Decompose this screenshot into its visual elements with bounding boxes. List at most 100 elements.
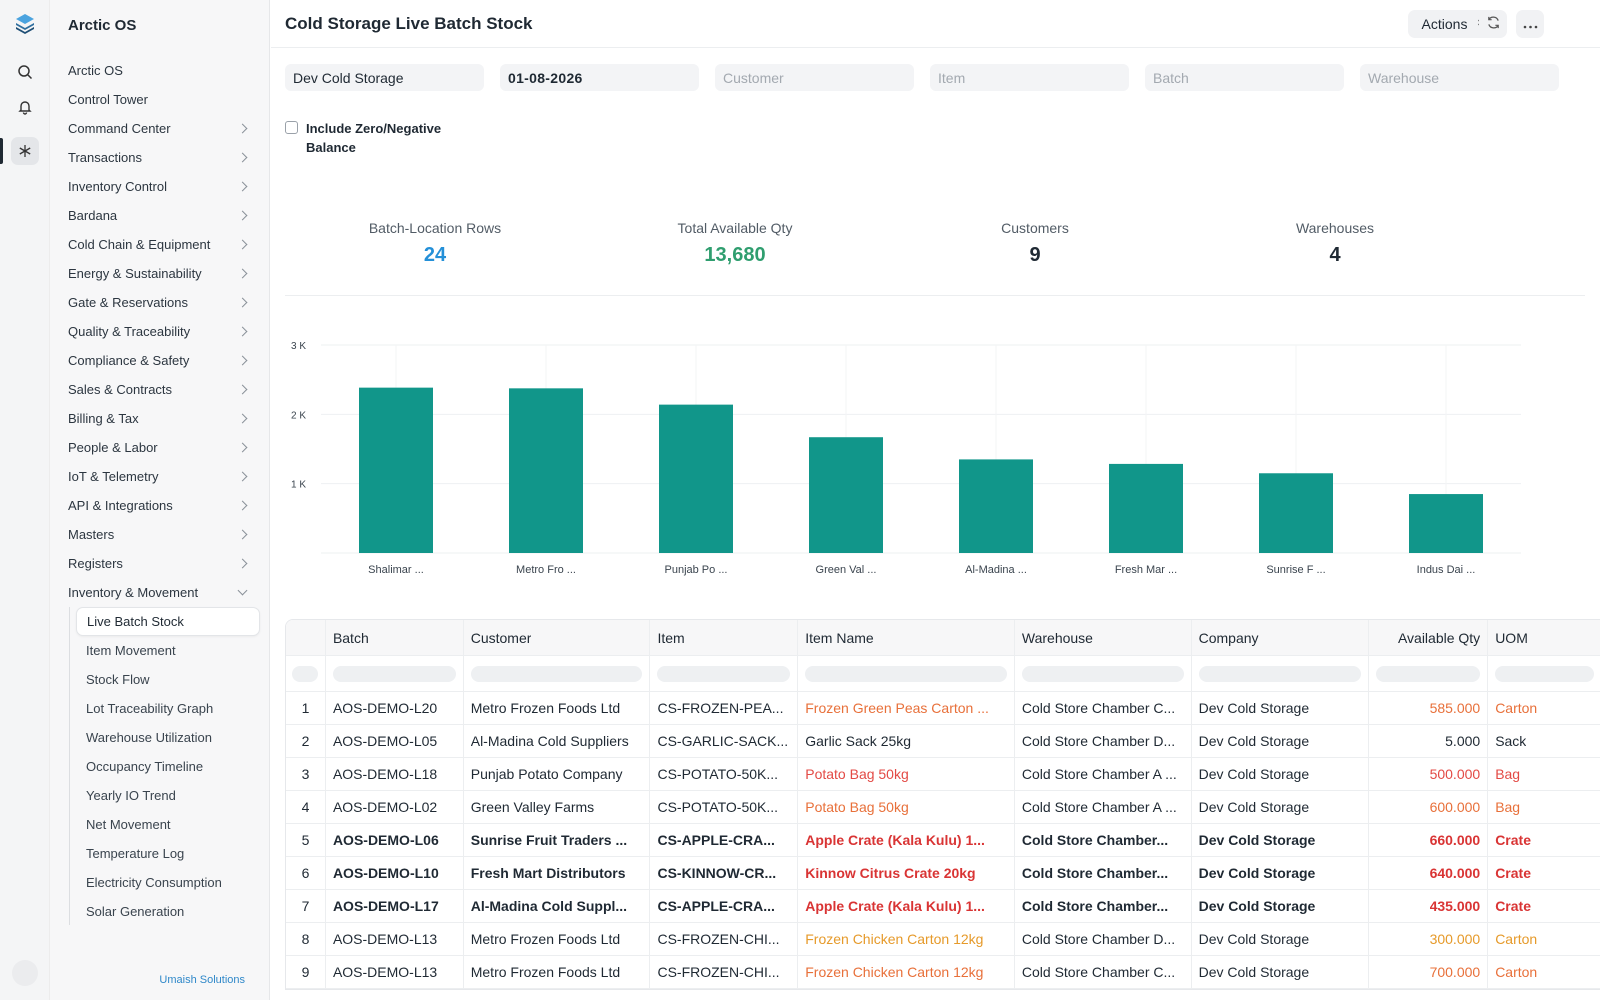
column-header[interactable]: Company [1192, 620, 1370, 655]
sidebar-item[interactable]: Cold Chain & Equipment [50, 230, 270, 259]
column-header[interactable]: Item [650, 620, 799, 655]
sidebar-item[interactable]: Transactions [50, 143, 270, 172]
column-header[interactable]: Batch [326, 620, 464, 655]
sidebar-item[interactable]: Quality & Traceability [50, 317, 270, 346]
x-tick-label: Shalimar ... [368, 564, 424, 576]
sidebar-item[interactable]: Compliance & Safety [50, 346, 270, 375]
table-cell-customer: Al-Madina Cold Suppliers [464, 725, 651, 757]
kpi-card: Warehouses 4 [1185, 200, 1485, 295]
sidebar-item[interactable]: Inventory Control [50, 172, 270, 201]
cell-text: AOS-DEMO-L18 [332, 766, 438, 782]
row-number: 6 [286, 857, 326, 889]
sidebar-item[interactable]: API & Integrations [50, 491, 270, 520]
sidebar-subitem[interactable]: Net Movement [86, 817, 171, 832]
column-header[interactable]: Available Qty [1369, 620, 1489, 655]
table-row[interactable]: 6 AOS-DEMO-L10 Fresh Mart Distributors CS-K… [286, 857, 1600, 890]
sidebar-subitem[interactable]: Live Batch Stock [76, 607, 260, 636]
sidebar-subitem[interactable]: Occupancy Timeline [86, 759, 204, 774]
column-header[interactable]: UOM [1488, 620, 1600, 655]
table-cell-customer: Metro Frozen Foods Ltd [464, 692, 651, 724]
date-filter[interactable]: 01-08-2026 [500, 64, 699, 91]
chevron-right-icon [237, 152, 248, 163]
sidebar-subitem[interactable]: Warehouse Utilization [86, 730, 212, 745]
sidebar-item[interactable]: Bardana [50, 201, 270, 230]
customer-filter[interactable]: Customer [715, 64, 914, 91]
user-avatar[interactable] [12, 960, 38, 986]
sidebar-item[interactable]: Inventory & Movement [50, 578, 270, 607]
table-cell-qty: 640.000 [1369, 857, 1489, 889]
cell-text: Dev Cold Storage [1198, 799, 1310, 815]
table-row[interactable]: 2 AOS-DEMO-L05 Al-Madina Cold Suppliers CS-… [286, 725, 1600, 758]
sidebar-item[interactable]: Command Center [50, 114, 270, 143]
sidebar-item[interactable]: Gate & Reservations [50, 288, 270, 317]
sidebar-item[interactable]: Energy & Sustainability [50, 259, 270, 288]
bell-icon[interactable] [11, 93, 39, 121]
company-filter[interactable]: Dev Cold Storage [285, 64, 484, 91]
row-number: 4 [286, 791, 326, 823]
column-filter-row [286, 656, 1600, 692]
more-options-button[interactable] [1516, 10, 1544, 38]
sidebar-subitem[interactable]: Item Movement [86, 643, 176, 658]
sidebar-item[interactable]: Masters [50, 520, 270, 549]
column-filter-input[interactable] [1021, 665, 1184, 682]
table-row[interactable]: 8 AOS-DEMO-L13 Metro Frozen Foods Ltd CS-FR… [286, 923, 1600, 956]
cell-text: Al-Madina Cold Suppl... [470, 898, 628, 914]
sidebar-item-label: Transactions [68, 150, 142, 165]
sidebar-subitem[interactable]: Electricity Consumption [86, 875, 222, 890]
batch-filter[interactable]: Batch [1145, 64, 1344, 91]
table-row[interactable]: 4 AOS-DEMO-L02 Green Valley Farms CS-POTATO… [286, 791, 1600, 824]
column-header[interactable]: Warehouse [1015, 620, 1192, 655]
table-row[interactable]: 7 AOS-DEMO-L17 Al-Madina Cold Suppl... CS-A… [286, 890, 1600, 923]
sidebar-subitem[interactable]: Lot Traceability Graph [86, 701, 214, 716]
sidebar-item-label: Billing & Tax [68, 411, 139, 426]
footer-brand[interactable]: Umaish Solutions [159, 974, 245, 986]
column-filter-input[interactable] [470, 665, 643, 682]
column-filter-input[interactable] [332, 665, 456, 682]
column-filter-input[interactable] [805, 665, 1007, 682]
cell-text: Green Valley Farms [470, 799, 595, 815]
snowflake-icon[interactable] [11, 137, 39, 165]
column-header-label: Available Qty [1397, 629, 1481, 646]
row-number: 7 [286, 890, 326, 922]
table-row[interactable]: 3 AOS-DEMO-L18 Punjab Potato Company CS-POT… [286, 758, 1600, 791]
sidebar-item[interactable]: People & Labor [50, 433, 270, 462]
column-filter-input[interactable] [292, 665, 319, 682]
sidebar-item[interactable]: Sales & Contracts [50, 375, 270, 404]
kpi-value: 13,680 [704, 244, 766, 266]
sidebar-subitem[interactable]: Temperature Log [86, 846, 185, 861]
chart-bar [359, 387, 433, 553]
item-filter[interactable]: Item [930, 64, 1129, 91]
refresh-button[interactable] [1479, 10, 1507, 38]
table-row[interactable]: 9 AOS-DEMO-L13 Metro Frozen Foods Ltd CS-FR… [286, 956, 1600, 989]
sidebar-item[interactable]: Control Tower [50, 85, 270, 114]
column-filter-input[interactable] [657, 665, 791, 682]
cell-text: Sunrise Fruit Traders ... [470, 832, 628, 848]
sidebar-subitem[interactable]: Yearly IO Trend [86, 788, 176, 803]
sidebar-item[interactable]: Arctic OS [50, 56, 270, 85]
sidebar-subitem[interactable]: Solar Generation [86, 904, 185, 919]
cell-text: CS-APPLE-CRA... [657, 898, 775, 914]
cell-text: 300.000 [1429, 931, 1481, 947]
include-zero-checkbox[interactable] [285, 121, 298, 134]
app-logo-icon[interactable] [11, 10, 39, 38]
sidebar-item[interactable]: Registers [50, 549, 270, 578]
cell-text: Cold Store Chamber C... [1021, 964, 1176, 980]
column-filter-input[interactable] [1376, 665, 1481, 682]
column-filter-input[interactable] [1495, 665, 1595, 682]
search-icon[interactable] [11, 58, 39, 86]
warehouse-filter[interactable]: Warehouse [1360, 64, 1559, 91]
sidebar-item[interactable]: IoT & Telemetry [50, 462, 270, 491]
sidebar-item[interactable]: Billing & Tax [50, 404, 270, 433]
cell-text: CS-FROZEN-CHI... [657, 964, 780, 980]
column-header[interactable]: Item Name [798, 620, 1015, 655]
table-row[interactable]: 1 AOS-DEMO-L20 Metro Frozen Foods Ltd CS-FR… [286, 692, 1600, 725]
column-filter-input[interactable] [1198, 665, 1362, 682]
table-cell-batch: AOS-DEMO-L13 [326, 923, 464, 955]
row-number-header [286, 620, 326, 655]
table-row[interactable]: 5 AOS-DEMO-L06 Sunrise Fruit Traders ... CS… [286, 824, 1600, 857]
column-filter-cell [1488, 656, 1600, 691]
sidebar-subitem[interactable]: Stock Flow [86, 672, 150, 687]
include-zero-label[interactable]: Include Zero/Negative Balance [306, 121, 442, 155]
column-header[interactable]: Customer [464, 620, 651, 655]
table-cell-batch: AOS-DEMO-L17 [326, 890, 464, 922]
